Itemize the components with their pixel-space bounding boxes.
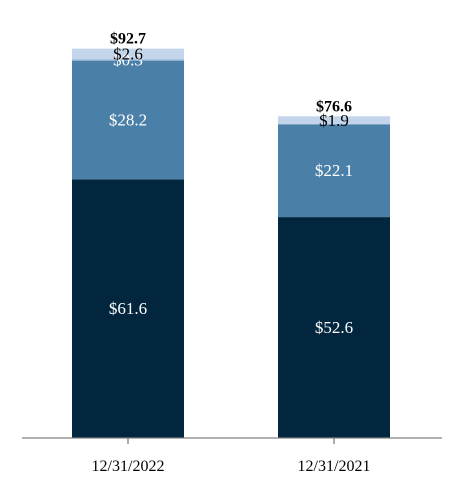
x-ticks-group: 12/31/2022 12/31/2021 — [92, 438, 371, 475]
segment-data-label: $28.2 — [109, 111, 147, 130]
segment-data-label: $22.1 — [315, 161, 353, 180]
bar-segment — [72, 59, 184, 61]
bar-segment — [278, 124, 390, 218]
x-tick-label: 12/31/2021 — [298, 458, 371, 475]
segment-data-label: $61.6 — [109, 299, 147, 318]
bar-segment — [72, 60, 184, 180]
total-data-label: $92.7 — [110, 31, 146, 48]
bar-segment — [72, 179, 184, 438]
segment-data-label: $0.3 — [113, 51, 143, 70]
labels-group: $61.6 $28.2 $0.3$2.6$92.7 $52.6 $22.1 $1.9$76… — [109, 31, 353, 337]
x-tick-label: 12/31/2022 — [92, 458, 165, 475]
segment-data-label: $2.6 — [113, 45, 143, 64]
bar-segment — [278, 116, 390, 125]
segment-data-label: $52.6 — [315, 318, 353, 337]
bars-group — [72, 48, 390, 438]
bar-segment — [72, 48, 184, 60]
segment-data-label: $1.9 — [319, 111, 349, 130]
total-data-label: $76.6 — [316, 98, 352, 115]
bar-segment — [278, 217, 390, 438]
